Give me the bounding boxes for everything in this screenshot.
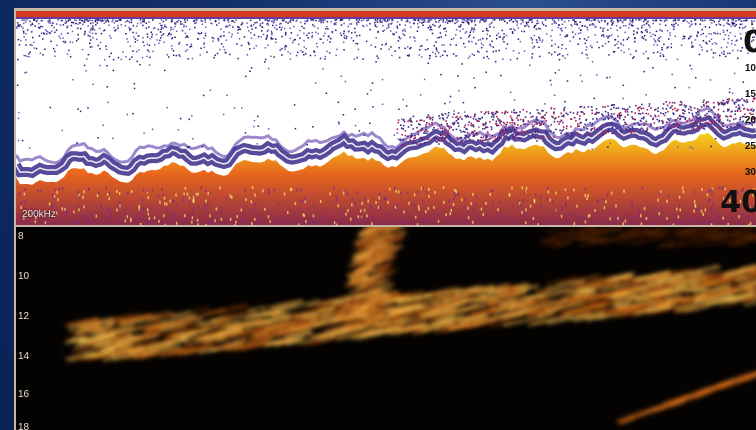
structure-depth-tick: 8 bbox=[18, 231, 24, 242]
sonar-2d-pane[interactable]: 200kHz 0 10 15 20 25 30 40 bbox=[16, 11, 756, 225]
sonar-returns bbox=[16, 11, 756, 225]
depth-bottom-readout: 40 bbox=[720, 185, 756, 220]
depth-scale-tick: 15 bbox=[744, 89, 756, 100]
structure-scan-pane[interactable]: 8 10 12 14 16 18 bbox=[16, 227, 756, 430]
depth-scale-tick: 20 bbox=[744, 115, 756, 126]
structure-depth-tick: 14 bbox=[18, 351, 30, 362]
fishfinder-screen: 200kHz 0 10 15 20 25 30 40 8 10 12 14 16… bbox=[14, 8, 756, 430]
structure-depth-tick: 18 bbox=[18, 422, 30, 430]
structure-depth-tick: 12 bbox=[18, 311, 30, 322]
frequency-label: 200kHz bbox=[22, 209, 56, 220]
depth-scale-tick: 10 bbox=[744, 63, 756, 74]
structure-depth-tick: 16 bbox=[18, 389, 30, 400]
depth-scale-tick: 25 bbox=[744, 141, 756, 152]
depth-scale-tick: 30 bbox=[744, 167, 756, 178]
depth-top-readout: 0 bbox=[743, 25, 756, 60]
structure-depth-tick: 10 bbox=[18, 271, 30, 282]
structure-returns bbox=[64, 227, 756, 426]
